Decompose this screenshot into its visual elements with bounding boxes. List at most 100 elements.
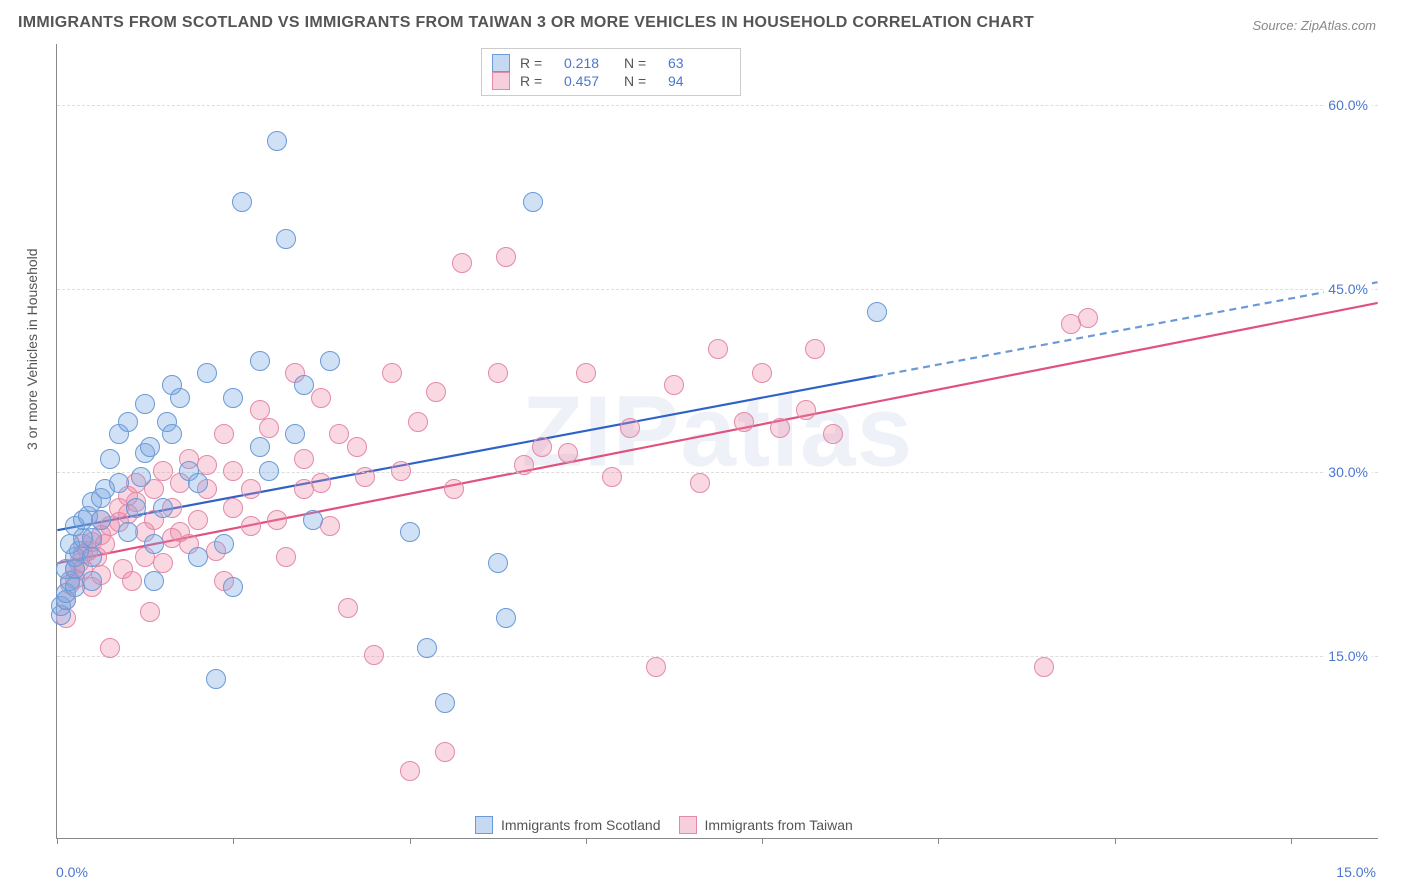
taiwan-swatch — [492, 72, 510, 90]
taiwan-point — [338, 598, 358, 618]
scotland-point — [223, 577, 243, 597]
scotland-point — [188, 473, 208, 493]
plot-area: ZIPatlas R = 0.218 N = 63 R = 0.457 N = … — [56, 44, 1378, 839]
scotland-point — [144, 571, 164, 591]
scotland-swatch — [475, 816, 493, 834]
r-label: R = — [520, 55, 554, 71]
y-tick-label: 30.0% — [1324, 462, 1372, 482]
taiwan-point — [426, 382, 446, 402]
x-tick-mark — [1115, 838, 1116, 844]
taiwan-point — [153, 461, 173, 481]
gridline — [57, 105, 1378, 106]
taiwan-point — [734, 412, 754, 432]
taiwan-point — [408, 412, 428, 432]
r-label: R = — [520, 73, 554, 89]
taiwan-point — [452, 253, 472, 273]
y-tick-label: 45.0% — [1324, 279, 1372, 299]
y-axis-label: 3 or more Vehicles in Household — [24, 248, 40, 450]
legend-item-scotland: Immigrants from Scotland — [475, 816, 661, 834]
taiwan-point — [752, 363, 772, 383]
taiwan-point — [823, 424, 843, 444]
legend-item-taiwan: Immigrants from Taiwan — [679, 816, 853, 834]
x-tick-mark — [586, 838, 587, 844]
scotland-point — [82, 528, 102, 548]
scotland-point — [170, 388, 190, 408]
taiwan-point — [329, 424, 349, 444]
legend-row-scotland: R = 0.218 N = 63 — [492, 54, 730, 72]
taiwan-point — [770, 418, 790, 438]
correlation-chart: IMMIGRANTS FROM SCOTLAND VS IMMIGRANTS F… — [10, 10, 1396, 882]
n-label: N = — [624, 55, 658, 71]
r-value-scotland: 0.218 — [564, 55, 614, 71]
taiwan-point — [602, 467, 622, 487]
taiwan-point — [347, 437, 367, 457]
taiwan-point — [532, 437, 552, 457]
scotland-point — [250, 351, 270, 371]
taiwan-point — [690, 473, 710, 493]
taiwan-label: Immigrants from Taiwan — [705, 817, 853, 833]
scotland-point — [223, 388, 243, 408]
scotland-point — [250, 437, 270, 457]
taiwan-point — [620, 418, 640, 438]
scotland-point — [267, 131, 287, 151]
taiwan-point — [140, 602, 160, 622]
scotland-point — [232, 192, 252, 212]
scotland-point — [417, 638, 437, 658]
taiwan-point — [576, 363, 596, 383]
scotland-point — [400, 522, 420, 542]
taiwan-point — [664, 375, 684, 395]
scotland-point — [259, 461, 279, 481]
scotland-point — [523, 192, 543, 212]
legend-stats: R = 0.218 N = 63 R = 0.457 N = 94 — [481, 48, 741, 96]
chart-title: IMMIGRANTS FROM SCOTLAND VS IMMIGRANTS F… — [18, 14, 1034, 32]
scotland-point — [126, 498, 146, 518]
taiwan-point — [241, 516, 261, 536]
scotland-point — [109, 473, 129, 493]
scotland-point — [140, 437, 160, 457]
taiwan-point — [259, 418, 279, 438]
taiwan-point — [294, 449, 314, 469]
scotland-point — [91, 510, 111, 530]
scotland-point — [197, 363, 217, 383]
gridline — [57, 472, 1378, 473]
taiwan-point — [320, 516, 340, 536]
taiwan-point — [122, 571, 142, 591]
y-tick-label: 60.0% — [1324, 95, 1372, 115]
taiwan-point — [311, 388, 331, 408]
gridline — [57, 289, 1378, 290]
legend-series: Immigrants from Scotland Immigrants from… — [467, 812, 861, 838]
scotland-point — [867, 302, 887, 322]
taiwan-point — [197, 455, 217, 475]
taiwan-point — [558, 443, 578, 463]
scotland-point — [285, 424, 305, 444]
scotland-label: Immigrants from Scotland — [501, 817, 661, 833]
taiwan-point — [796, 400, 816, 420]
taiwan-point — [223, 461, 243, 481]
taiwan-point — [214, 424, 234, 444]
scotland-point — [82, 571, 102, 591]
taiwan-point — [267, 510, 287, 530]
scotland-point — [82, 547, 102, 567]
scotland-point — [276, 229, 296, 249]
scotland-point — [496, 608, 516, 628]
scotland-point — [118, 522, 138, 542]
scotland-point — [188, 547, 208, 567]
taiwan-point — [646, 657, 666, 677]
taiwan-point — [355, 467, 375, 487]
scotland-point — [303, 510, 323, 530]
source-label: Source: ZipAtlas.com — [1252, 18, 1376, 33]
scotland-point — [320, 351, 340, 371]
taiwan-point — [391, 461, 411, 481]
taiwan-point — [364, 645, 384, 665]
taiwan-point — [1034, 657, 1054, 677]
taiwan-point — [805, 339, 825, 359]
n-value-taiwan: 94 — [668, 73, 718, 89]
x-tick-mark — [233, 838, 234, 844]
r-value-taiwan: 0.457 — [564, 73, 614, 89]
n-value-scotland: 63 — [668, 55, 718, 71]
scotland-point — [294, 375, 314, 395]
taiwan-point — [400, 761, 420, 781]
x-tick-mark — [57, 838, 58, 844]
taiwan-point — [241, 479, 261, 499]
taiwan-point — [514, 455, 534, 475]
